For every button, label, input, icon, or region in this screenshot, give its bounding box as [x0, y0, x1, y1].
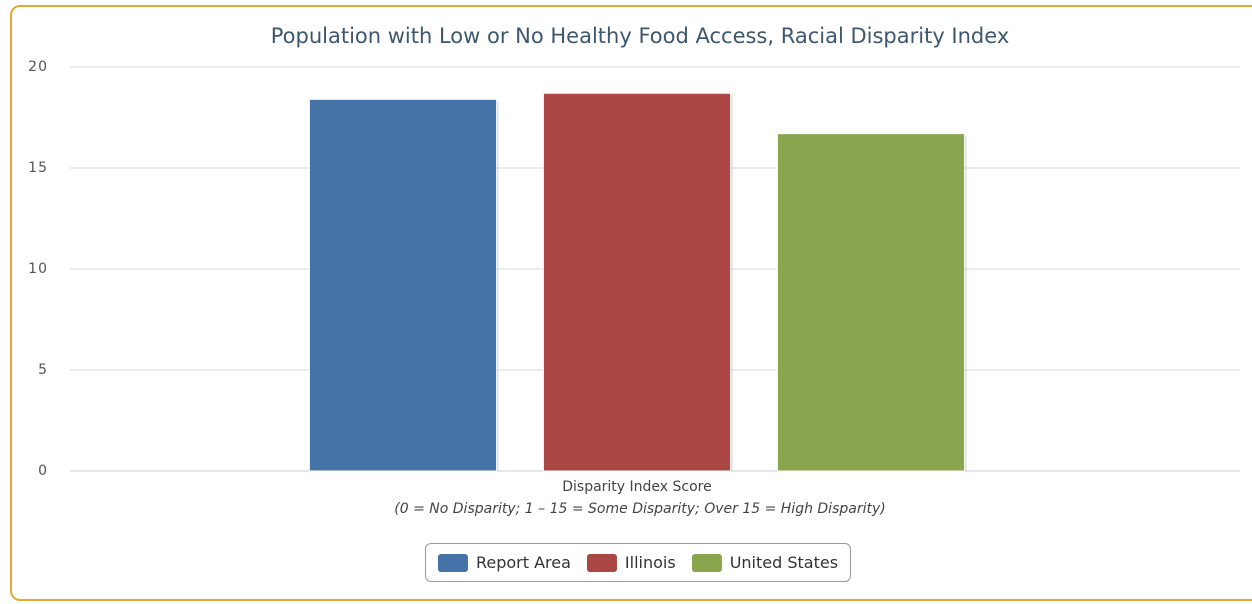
y-tick-label: 5 — [38, 362, 48, 378]
bar — [542, 92, 732, 472]
legend-swatch — [691, 553, 722, 572]
x-tick-label: Disparity Index Score — [562, 479, 712, 495]
legend: Report Area Illinois United States — [424, 543, 852, 582]
bar — [776, 133, 966, 472]
y-tick-label: 10 — [28, 261, 48, 277]
x-axis-label: (0 = No Disparity; 1 – 15 = Some Dispari… — [394, 501, 885, 517]
chart-title: Population with Low or No Healthy Food A… — [271, 24, 1010, 48]
legend-item[interactable]: Report Area — [437, 553, 571, 572]
legend-swatch — [586, 553, 617, 572]
y-tick-label: 0 — [38, 463, 48, 479]
chart-frame — [10, 5, 1252, 601]
legend-label: United States — [729, 553, 839, 572]
bar — [308, 98, 498, 472]
y-tick-label: 20 — [28, 59, 48, 75]
y-tick-label: 15 — [28, 160, 48, 176]
legend-swatch — [437, 553, 468, 572]
legend-label: Report Area — [475, 553, 571, 572]
legend-item[interactable]: Illinois — [586, 553, 676, 572]
legend-label: Illinois — [624, 553, 676, 572]
legend-item[interactable]: United States — [691, 553, 839, 572]
